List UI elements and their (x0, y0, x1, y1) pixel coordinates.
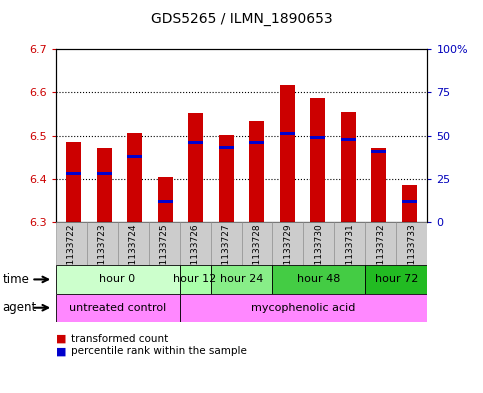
Bar (56, 265, 180, 294)
Text: transformed count: transformed count (71, 334, 169, 344)
Bar (366, 265, 427, 294)
Bar (401, 185, 417, 222)
Text: GSM1133724: GSM1133724 (128, 223, 138, 284)
Text: hour 0: hour 0 (99, 274, 136, 285)
Text: untreated control: untreated control (69, 303, 166, 313)
Bar (180, 265, 211, 294)
Text: GSM1133725: GSM1133725 (159, 223, 169, 284)
Bar (334, 222, 366, 265)
Text: GDS5265 / ILMN_1890653: GDS5265 / ILMN_1890653 (151, 11, 332, 26)
Text: GSM1133728: GSM1133728 (253, 223, 261, 284)
Text: GSM1133733: GSM1133733 (408, 223, 416, 284)
Bar (249, 121, 264, 222)
Bar (310, 98, 326, 222)
Bar (280, 85, 295, 222)
Bar (157, 200, 173, 203)
Text: agent: agent (2, 301, 37, 314)
Text: ■: ■ (56, 334, 66, 344)
Text: hour 48: hour 48 (298, 274, 341, 285)
Bar (219, 146, 234, 149)
Text: GSM1133732: GSM1133732 (376, 223, 385, 284)
Text: GSM1133729: GSM1133729 (284, 223, 293, 284)
Bar (272, 222, 303, 265)
Bar (127, 134, 142, 222)
Bar (280, 132, 295, 135)
Bar (157, 177, 173, 222)
Bar (371, 148, 386, 222)
Bar (303, 222, 334, 265)
Bar (149, 222, 180, 265)
Bar (242, 222, 272, 265)
Bar (366, 222, 397, 265)
Bar (272, 265, 366, 294)
Bar (341, 112, 356, 222)
Bar (310, 136, 326, 139)
Text: time: time (2, 273, 29, 286)
Bar (219, 135, 234, 222)
Bar (211, 222, 242, 265)
Bar (401, 200, 417, 203)
Bar (180, 222, 211, 265)
Text: hour 72: hour 72 (375, 274, 418, 285)
Text: ■: ■ (56, 346, 66, 356)
Bar (56, 294, 180, 322)
Bar (66, 172, 82, 175)
Text: hour 24: hour 24 (220, 274, 263, 285)
Text: mycophenolic acid: mycophenolic acid (251, 303, 355, 313)
Text: percentile rank within the sample: percentile rank within the sample (71, 346, 247, 356)
Bar (66, 142, 82, 222)
Bar (127, 155, 142, 158)
Text: hour 12: hour 12 (173, 274, 217, 285)
Bar (188, 113, 203, 222)
Bar (97, 172, 112, 175)
Bar (397, 222, 427, 265)
Bar (56, 222, 86, 265)
Bar (341, 138, 356, 141)
Bar (180, 294, 427, 322)
Text: GSM1133731: GSM1133731 (345, 223, 355, 284)
Bar (371, 150, 386, 152)
Bar (97, 148, 112, 222)
Text: GSM1133722: GSM1133722 (67, 223, 75, 284)
Bar (86, 222, 117, 265)
Bar (249, 141, 264, 144)
Text: GSM1133727: GSM1133727 (222, 223, 230, 284)
Bar (211, 265, 272, 294)
Text: GSM1133723: GSM1133723 (98, 223, 107, 284)
Text: GSM1133726: GSM1133726 (190, 223, 199, 284)
Bar (117, 222, 149, 265)
Bar (188, 141, 203, 144)
Text: GSM1133730: GSM1133730 (314, 223, 324, 284)
